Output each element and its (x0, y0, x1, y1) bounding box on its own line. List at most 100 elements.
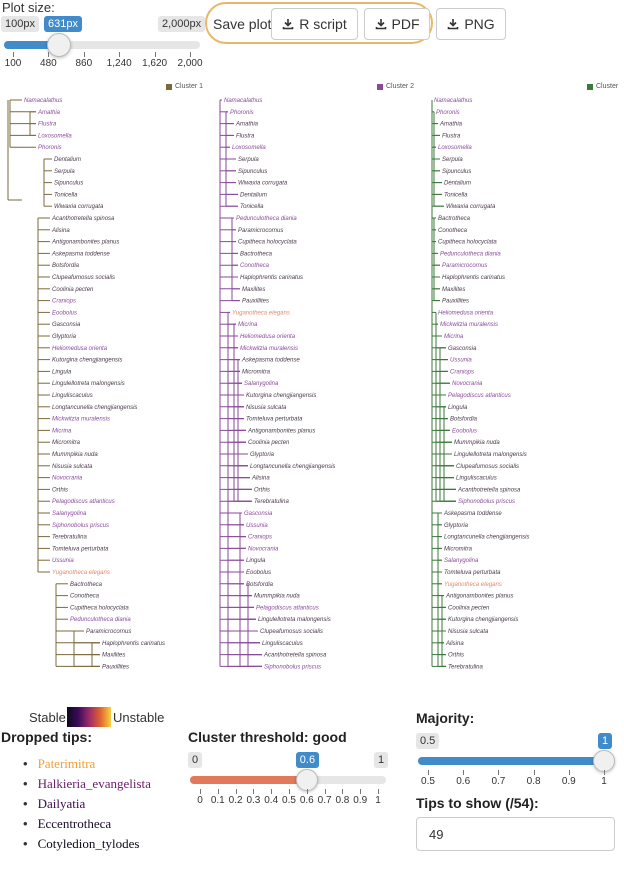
plot-size-label: Plot size: (2, 0, 55, 15)
r-script-label: R script (299, 16, 347, 32)
tree-tip-label: Conotheca (438, 228, 468, 234)
tree-tip-label: Flustra (236, 133, 255, 139)
stability-gradient (67, 707, 111, 727)
cluster-threshold-tick-mark (217, 789, 219, 794)
cluster-threshold-handle[interactable] (295, 769, 318, 791)
cluster-threshold-tick-label: 0.6 (299, 795, 314, 806)
stable-label: Stable (29, 710, 66, 725)
bullet-icon: • (23, 796, 28, 811)
tree-tip-label: Heliomedusa orienta (52, 346, 108, 352)
tree-tip-label: Pelagodiscus atlanticus (448, 393, 511, 399)
cluster-threshold-tick-mark (360, 789, 362, 794)
cluster-threshold-track[interactable] (190, 776, 386, 784)
tree-tip-label: Craniops (52, 299, 76, 305)
save-pdf-button[interactable]: PDF (364, 8, 430, 40)
tree-tip-label: Antigonambonites planus (445, 594, 513, 600)
tips-to-show-input[interactable] (416, 817, 615, 851)
tree-tip-label: Kutorgina chengjiangensis (448, 617, 518, 623)
tree-tip-label: Salanygolina (244, 381, 279, 387)
plot-size-handle[interactable] (46, 33, 71, 57)
tree-tip-label: Askepasma toddense (51, 251, 110, 257)
tree-tip-label: Nisusia sulcata (246, 405, 287, 411)
tree-tip-label: Namacalathus (434, 98, 472, 104)
download-icon (282, 19, 294, 30)
cluster-3-label: Cluster (596, 83, 619, 90)
majority-fill (418, 757, 604, 765)
tree-tip-label: Askepasma toddense (443, 511, 502, 517)
majority-tick-mark (463, 770, 465, 775)
majority-tick-label: 0.8 (526, 776, 541, 787)
tree-tip-label: Yuganotheca elegans (52, 570, 110, 576)
tree-tip-label: Wiwaxia corrugata (446, 204, 496, 210)
tree-tip-label: Glyptoria (444, 523, 469, 529)
majority-tick-label: 0.9 (561, 776, 576, 787)
tree-tip-label: Amathia (37, 110, 61, 116)
tree-tip-label: Ussunia (450, 358, 472, 364)
majority-tick-label: 0.5 (421, 776, 435, 787)
tree-tip-label: Tomteluva perturbata (52, 546, 109, 552)
tree-tip-label: Acanthotretella spinosa (457, 487, 521, 493)
tree-tip-label: Micromitra (52, 440, 81, 446)
tree-tip-label: Gasconsia (244, 511, 273, 517)
tree-tip-label: Acanthotretella spinosa (263, 653, 327, 659)
tree-tip-label: Terebratulina (52, 535, 87, 541)
tree-tip-label: Lingula (52, 369, 72, 375)
cluster-threshold-min-badge: 0 (188, 752, 203, 768)
tree-tip-label: Pedunculotheca diania (440, 251, 501, 257)
tree-tip-label: Kutorgina chengjiangensis (246, 393, 316, 399)
cluster-threshold-fill (190, 776, 307, 784)
tree-tip-label: Craniops (248, 535, 272, 541)
bullet-icon: • (23, 756, 28, 771)
save-r-script-button[interactable]: R script (271, 8, 358, 40)
plot-size-min-badge: 100px (1, 16, 39, 32)
tree-tip-label: Loxosomella (232, 145, 266, 151)
plot-size-track[interactable] (4, 41, 200, 49)
tree-tip-label: Cupitheca holocyclata (238, 240, 297, 246)
cluster-threshold-tick-label: 1 (375, 795, 381, 806)
majority-min-badge: 0.5 (416, 733, 440, 749)
tree-tip-label: Mummpikia nuda (454, 440, 500, 446)
majority-tick-mark (428, 770, 429, 775)
tree-tip-label: Amathia (235, 122, 259, 128)
cluster-threshold-tick-label: 0.9 (353, 795, 368, 806)
cluster-threshold-tick-label: 0.8 (335, 795, 350, 806)
tree-tip-label: Bactrotheca (70, 582, 103, 588)
plot-size-tick-label: 1,620 (142, 58, 168, 69)
tree-tip-label: Clupeafumosus socialis (456, 464, 519, 470)
tree-tip-label: Cupitheca holocyclata (70, 605, 129, 611)
tree-tip-label: Dentalium (444, 181, 471, 187)
tree-tip-label: Tomteluva perturbata (444, 570, 501, 576)
tree-tip-label: Haplophrentis carinatus (240, 275, 303, 281)
tree-tip-label: Pedunculotheca diania (70, 617, 131, 623)
dropped-tip-name: Dailyatia (37, 796, 86, 811)
dropped-tip-item: • Cotyledion_tylodes (23, 835, 139, 853)
tree-tip-label: Siphonobolus priscus (458, 499, 515, 505)
plot-size-tick-label: 1,240 (106, 58, 132, 69)
tree-tip-label: Micrina (444, 334, 464, 340)
tree-tip-label: Gasconsia (448, 346, 477, 352)
dropped-tip-name: Halkieria_evangelista (37, 776, 151, 791)
tree-tip-label: Namacalathus (224, 98, 262, 104)
tree-tip-label: Craniops (450, 369, 474, 375)
tree-tip-label: Antigonambonites planus (51, 240, 119, 246)
cluster-1-label: Cluster 1 (175, 83, 204, 90)
tree-tip-label: Longtancunella chengjiangensis (52, 405, 137, 411)
cluster-threshold-tick-mark (324, 789, 326, 794)
tree-tip-label: Wiwaxia corrugata (54, 204, 104, 210)
tree-tip-label: Coolinia pecten (52, 287, 94, 293)
tree-tip-label: Pauxillites (442, 299, 469, 305)
tree-tip-label: Alisina (51, 228, 70, 234)
tree-tip-label: Mickwitzia muralensis (52, 417, 110, 423)
tree-tip-label: Eoobolus (246, 570, 271, 576)
tree-tip-label: Orthis (52, 487, 68, 493)
tree-tip-label: Conotheca (70, 594, 100, 600)
tree-tip-label: Yuganotheca elegans (444, 582, 502, 588)
tree-tip-label: Paramicrocornus (238, 228, 283, 234)
majority-track[interactable] (418, 757, 604, 765)
tree-tip-label: Novocrania (248, 546, 279, 552)
bullet-icon: • (23, 836, 28, 851)
save-png-button[interactable]: PNG (436, 8, 506, 40)
majority-handle[interactable] (593, 750, 615, 772)
tree-tip-label: Tonicella (54, 192, 78, 198)
tree-tip-label: Alisina (445, 641, 464, 647)
